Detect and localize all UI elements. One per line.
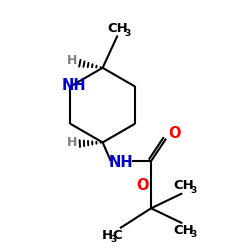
Text: CH: CH	[173, 180, 194, 192]
Text: H: H	[102, 229, 113, 242]
Text: O: O	[168, 126, 181, 141]
Text: NH: NH	[108, 155, 133, 170]
Text: 3: 3	[125, 28, 131, 38]
Text: C: C	[113, 229, 122, 242]
Text: CH: CH	[108, 22, 128, 35]
Text: 3: 3	[190, 186, 196, 196]
Text: 3: 3	[190, 230, 196, 239]
Text: H: H	[67, 136, 78, 149]
Text: NH: NH	[62, 78, 86, 93]
Text: 3: 3	[110, 235, 116, 244]
Text: CH: CH	[173, 224, 194, 237]
Text: H: H	[67, 54, 78, 67]
Text: O: O	[136, 178, 149, 193]
